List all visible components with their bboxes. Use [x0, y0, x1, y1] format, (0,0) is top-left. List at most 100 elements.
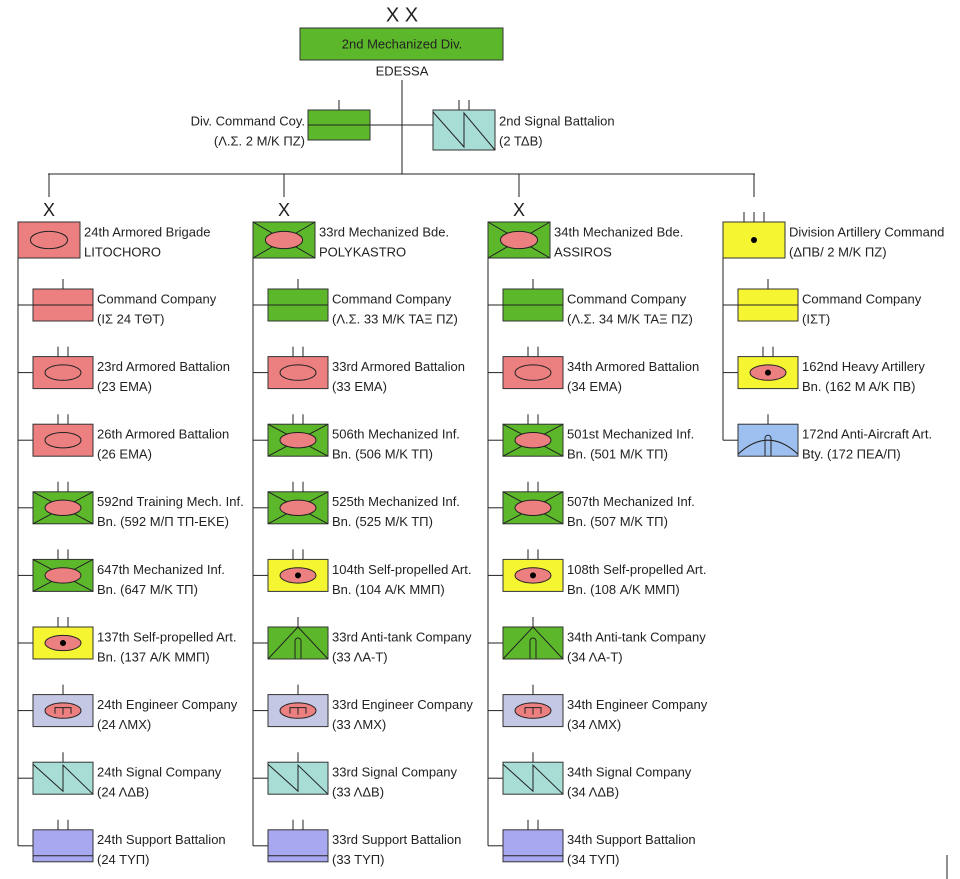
unit-detail: (34 ΛΑ-Τ) — [567, 649, 623, 664]
unit-detail: Bty. (172 ΠΕΑ/Π) — [802, 447, 901, 462]
symbol-line — [502, 763, 564, 795]
symbol-oval — [279, 364, 317, 381]
unit-symbol — [502, 356, 564, 390]
unit-name: 501st Mechanized Inf. — [567, 427, 694, 442]
symbol-line — [502, 626, 564, 660]
brigade-echelon: X — [43, 200, 55, 220]
unit-name: 34th Anti-tank Company — [567, 629, 706, 644]
unit-symbol — [502, 626, 564, 660]
unit-detail: Bn. (104 Α/Κ ΜΜΠ) — [332, 582, 445, 597]
unit-name: 108th Self-propelled Art. — [567, 562, 706, 577]
symbol-oval — [44, 432, 82, 449]
unit-detail: (Λ.Σ. 33 Μ/Κ ΤΑΞ ΠΖ) — [332, 311, 458, 326]
unit-detail: (ΙΣ 24 ΤΘΤ) — [97, 311, 165, 326]
division-location: EDESSA — [376, 63, 429, 78]
unit-detail: (ΙΣΤ) — [802, 311, 830, 326]
unit-name: 507th Mechanized Inf. — [567, 494, 695, 509]
unit-detail: Bn. (506 Μ/Κ ΤΠ) — [332, 447, 433, 462]
symbol-line — [529, 637, 537, 659]
unit-name: 506th Mechanized Inf. — [332, 427, 460, 442]
symbol-line — [764, 434, 772, 457]
symbol-line — [737, 439, 799, 455]
unit-detail: (33 ΕΜΑ) — [332, 379, 387, 394]
unit-detail: Bn. (137 Α/Κ ΜΜΠ) — [97, 649, 210, 664]
unit-symbol — [267, 626, 329, 660]
unit-name: 33rd Engineer Company — [332, 697, 473, 712]
symbol-line — [432, 111, 496, 151]
unit-name: 24th Armored Brigade — [84, 224, 210, 239]
unit-detail: (Λ.Σ. 34 Μ/Κ ΤΑΞ ΠΖ) — [567, 311, 693, 326]
unit-detail: POLYKASTRO — [319, 244, 406, 259]
unit-name: 104th Self-propelled Art. — [332, 562, 471, 577]
unit-detail: (33 ΛΔΒ) — [332, 785, 384, 800]
symbol-line — [267, 626, 329, 660]
unit-name: Division Artillery Command — [789, 224, 944, 239]
unit-symbol — [502, 829, 564, 863]
unit-detail: Bn. (108 Α/Κ ΜΜΠ) — [567, 582, 680, 597]
unit-name: 525th Mechanized Inf. — [332, 494, 460, 509]
unit-name: 137th Self-propelled Art. — [97, 629, 236, 644]
symbol-oval — [514, 499, 552, 516]
symbol-oval — [499, 230, 539, 250]
symbol-oval — [44, 499, 82, 516]
unit-detail: (26 ΕΜΑ) — [97, 447, 152, 462]
unit-name: Command Company — [97, 291, 217, 306]
unit-name: 34th Armored Battalion — [567, 359, 699, 374]
unit-symbol — [267, 829, 329, 863]
symbol-line — [267, 763, 329, 795]
unit-detail: (33 ΤΥΠ) — [332, 852, 385, 867]
unit-name: 647th Mechanized Inf. — [97, 562, 225, 577]
symbol-oval — [514, 432, 552, 449]
unit-name: 33rd Signal Company — [332, 765, 458, 780]
unit-symbol — [32, 829, 94, 863]
symbol-oval — [279, 499, 317, 516]
unit-name: 33rd Armored Battalion — [332, 359, 465, 374]
symbol-dot — [751, 237, 757, 243]
unit-name: 34th Engineer Company — [567, 697, 708, 712]
symbol-oval — [44, 364, 82, 381]
unit-detail: Bn. (162 Μ Α/Κ ΠΒ) — [802, 379, 915, 394]
symbol-oval — [264, 230, 304, 250]
unit-detail: (34 ΛΔΒ) — [567, 785, 619, 800]
unit-name: 24th Signal Company — [97, 765, 222, 780]
unit-name: Command Company — [802, 291, 922, 306]
unit-detail: (24 ΛΜΧ) — [97, 717, 151, 732]
symbol-dot — [765, 369, 771, 376]
unit-detail: (34 ΤΥΠ) — [567, 852, 620, 867]
symbol-oval — [279, 432, 317, 449]
symbol-oval — [44, 567, 82, 584]
unit-detail: (33 ΛΑ-Τ) — [332, 649, 388, 664]
unit-name: 2nd Signal Battalion — [499, 113, 615, 128]
unit-name: 34th Mechanized Bde. — [554, 224, 683, 239]
unit-detail: (Λ.Σ. 2 Μ/Κ ΠΖ) — [214, 133, 305, 148]
unit-detail: Bn. (507 Μ/Κ ΤΠ) — [567, 514, 668, 529]
unit-detail: Bn. (647 Μ/Κ ΤΠ) — [97, 582, 198, 597]
division-name: 2nd Mechanized Div. — [342, 36, 462, 51]
unit-detail: (24 ΤΥΠ) — [97, 852, 150, 867]
unit-detail: (33 ΛΜΧ) — [332, 717, 386, 732]
brigade-echelon: X — [278, 200, 290, 220]
unit-name: 34th Signal Company — [567, 765, 692, 780]
unit-name: Command Company — [567, 291, 687, 306]
unit-detail: (23 ΕΜΑ) — [97, 379, 152, 394]
unit-name: 33rd Support Battalion — [332, 832, 461, 847]
division-box — [299, 27, 504, 61]
unit-detail: (ΔΠΒ/ 2 Μ/Κ ΠΖ) — [789, 244, 887, 259]
symbol-oval — [514, 364, 552, 381]
unit-detail: (2 ΤΔΒ) — [499, 133, 543, 148]
brigade-echelon: X — [513, 200, 525, 220]
unit-name: 592nd Training Mech. Inf. — [97, 494, 244, 509]
unit-detail: Bn. (592 Μ/Π ΤΠ-ΕΚΕ) — [97, 514, 229, 529]
unit-name: 33rd Mechanized Bde. — [319, 224, 449, 239]
symbol-dot — [530, 572, 536, 579]
unit-symbol — [32, 626, 94, 660]
unit-name: 34th Support Battalion — [567, 832, 696, 847]
unit-name: 23rd Armored Battalion — [97, 359, 230, 374]
symbol-line — [294, 637, 302, 659]
unit-detail: ASSIROS — [554, 244, 612, 259]
symbol-dot — [295, 572, 301, 579]
division-echelon: X X — [386, 4, 418, 26]
unit-detail: (34 ΕΜΑ) — [567, 379, 622, 394]
unit-name: 24th Support Battalion — [97, 832, 226, 847]
